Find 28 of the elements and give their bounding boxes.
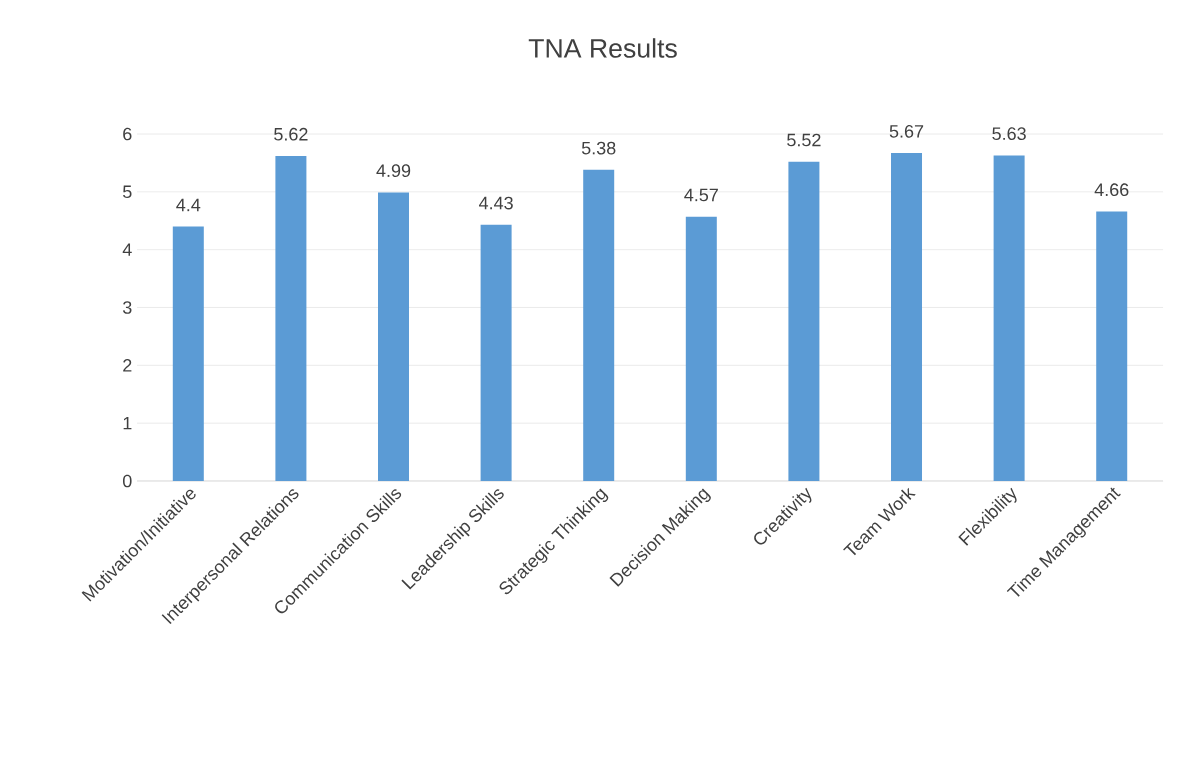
y-tick-label: 4 [122, 243, 132, 256]
bar [891, 153, 923, 481]
bar [788, 161, 820, 481]
bar [583, 169, 615, 481]
data-label: 4.66 [1094, 183, 1129, 197]
bar [1096, 211, 1128, 481]
data-label: 4.57 [684, 188, 718, 202]
y-tick-label: 6 [123, 127, 132, 141]
bar [378, 192, 410, 481]
bar [275, 155, 307, 481]
bar [993, 155, 1025, 481]
bar [480, 224, 512, 481]
chart-title: TNA Results [528, 38, 677, 58]
data-label: 4.99 [376, 164, 411, 178]
y-tick-label: 0 [122, 474, 132, 488]
data-label: 4.43 [479, 196, 513, 210]
data-label: 4.4 [176, 198, 201, 212]
y-tick-label: 3 [122, 301, 132, 314]
bar [172, 226, 204, 481]
bar [685, 216, 717, 481]
data-label: 5.63 [992, 127, 1026, 141]
data-label: 5.62 [274, 127, 308, 141]
y-tick-label: 5 [122, 185, 132, 199]
y-tick-label: 1 [123, 416, 132, 430]
y-tick-label: 2 [123, 359, 132, 372]
data-label: 5.38 [581, 141, 616, 155]
data-label: 5.52 [787, 133, 821, 147]
data-label: 5.67 [889, 124, 924, 138]
